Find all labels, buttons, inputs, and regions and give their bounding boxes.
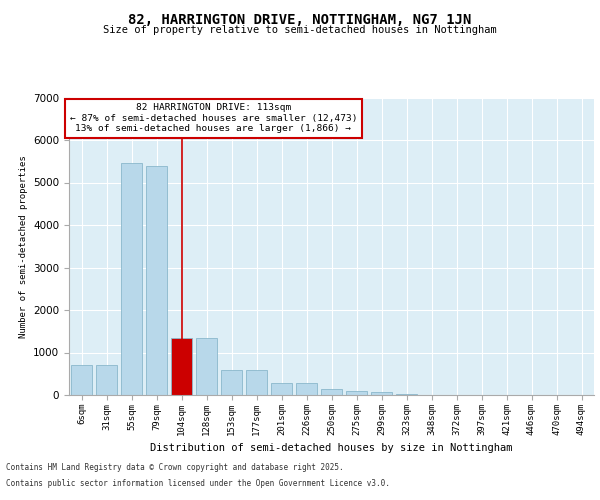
Bar <box>396 394 417 395</box>
Bar <box>221 370 242 395</box>
Bar <box>371 392 392 395</box>
Text: 82, HARRINGTON DRIVE, NOTTINGHAM, NG7 1JN: 82, HARRINGTON DRIVE, NOTTINGHAM, NG7 1J… <box>128 12 472 26</box>
Text: Size of property relative to semi-detached houses in Nottingham: Size of property relative to semi-detach… <box>103 25 497 35</box>
Bar <box>146 166 167 395</box>
Bar <box>321 388 342 395</box>
Bar <box>196 338 217 395</box>
Text: Contains HM Land Registry data © Crown copyright and database right 2025.: Contains HM Land Registry data © Crown c… <box>6 464 344 472</box>
X-axis label: Distribution of semi-detached houses by size in Nottingham: Distribution of semi-detached houses by … <box>150 443 513 453</box>
Bar <box>271 383 292 395</box>
Bar <box>296 383 317 395</box>
Text: Contains public sector information licensed under the Open Government Licence v3: Contains public sector information licen… <box>6 478 390 488</box>
Text: 82 HARRINGTON DRIVE: 113sqm
← 87% of semi-detached houses are smaller (12,473)
1: 82 HARRINGTON DRIVE: 113sqm ← 87% of sem… <box>70 104 357 134</box>
Y-axis label: Number of semi-detached properties: Number of semi-detached properties <box>19 155 28 338</box>
Bar <box>71 365 92 395</box>
Bar <box>121 164 142 395</box>
Bar <box>96 365 117 395</box>
Bar <box>171 338 192 395</box>
Bar <box>246 370 267 395</box>
Bar <box>346 391 367 395</box>
